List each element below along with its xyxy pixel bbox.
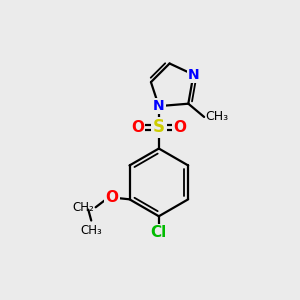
Text: S: S (153, 118, 165, 136)
Text: O: O (131, 120, 144, 135)
Text: Cl: Cl (151, 225, 167, 240)
Text: CH₃: CH₃ (206, 110, 229, 123)
Text: O: O (173, 120, 187, 135)
Text: CH₃: CH₃ (80, 224, 102, 237)
Text: N: N (153, 99, 165, 113)
Text: CH₂: CH₂ (72, 201, 94, 214)
Text: O: O (105, 190, 118, 205)
Text: N: N (188, 68, 199, 82)
